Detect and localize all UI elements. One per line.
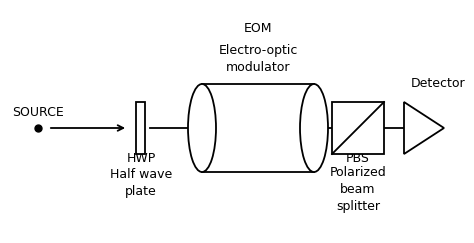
Text: Polarized
beam
splitter: Polarized beam splitter	[329, 166, 386, 213]
Text: HWP: HWP	[127, 152, 155, 165]
Bar	[332, 102, 384, 154]
Text: EOM: EOM	[244, 21, 272, 35]
Ellipse shape	[188, 84, 216, 172]
Bar	[202, 84, 314, 172]
Text: Half wave
plate: Half wave plate	[110, 168, 172, 198]
Text: Electro-optic
modulator: Electro-optic modulator	[219, 44, 298, 74]
Text: Detector: Detector	[410, 77, 465, 90]
Bar	[137, 102, 146, 154]
Text: PBS: PBS	[346, 152, 370, 165]
Polygon shape	[404, 102, 444, 154]
Ellipse shape	[300, 84, 328, 172]
Text: SOURCE: SOURCE	[12, 105, 64, 119]
